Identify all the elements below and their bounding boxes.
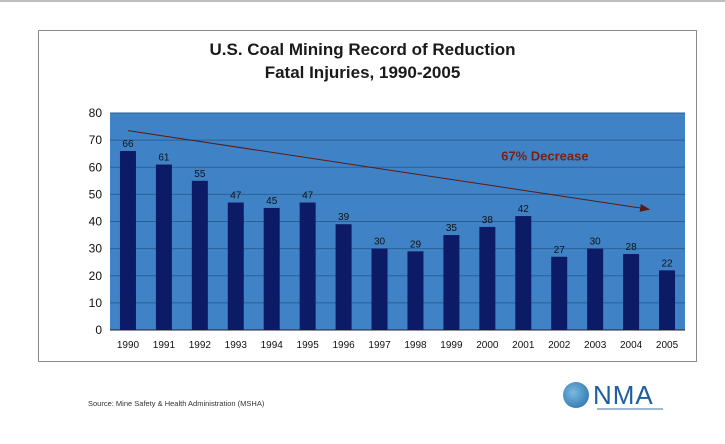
bar-value-label: 28 [626,242,638,253]
bar [119,150,136,330]
bar [587,248,604,330]
x-tick-label: 1999 [440,340,463,351]
x-tick-label: 1993 [225,340,248,351]
y-tick-label: 50 [89,187,103,201]
bar-value-label: 47 [230,191,242,202]
bar [335,224,352,330]
chart-subtitle: Fatal Injuries, 1990-2005 [264,63,461,82]
bar-value-label: 55 [194,169,206,180]
bar [191,180,208,330]
bar-value-label: 42 [518,204,530,215]
bar [623,254,640,330]
bar-value-label: 66 [122,139,134,150]
y-tick-label: 40 [89,215,103,229]
bar [407,251,424,330]
nma-logo: NMA [563,378,673,412]
x-tick-label: 1991 [153,340,176,351]
x-tick-label: 2002 [548,340,571,351]
bar [263,207,280,330]
x-tick-label: 1998 [404,340,427,351]
trend-arrow [127,130,651,212]
source-note: Source: Mine Safety & Health Administrat… [88,399,265,408]
bar [155,164,172,330]
x-tick-label: 1990 [117,340,140,351]
y-tick-label: 70 [89,133,103,147]
bar-value-label: 38 [482,215,494,226]
bar-value-label: 61 [158,153,170,164]
bar [443,235,460,330]
bar-value-label: 30 [590,237,602,248]
bar-value-label: 27 [554,245,566,256]
logo-tagline [597,408,663,410]
top-rule [0,0,725,2]
y-tick-label: 10 [89,296,103,310]
bar [479,226,496,330]
y-tick-label: 60 [89,160,103,174]
x-tick-label: 1992 [189,340,212,351]
bar [551,256,568,330]
annotation-label: 67% Decrease [501,148,588,163]
x-tick-label: 2005 [656,340,679,351]
x-tick-label: 1994 [261,340,284,351]
x-tick-label: 2003 [584,340,607,351]
bar [299,202,316,330]
logo-text: NMA [593,380,654,410]
bar [515,216,532,330]
bar-value-label: 47 [302,191,314,202]
x-tick-label: 2001 [512,340,535,351]
x-tick-label: 1995 [297,340,320,351]
bar-value-label: 45 [266,196,278,207]
x-tick-label: 1996 [332,340,355,351]
bar [227,202,244,330]
bar [371,248,388,330]
y-tick-label: 30 [89,242,103,256]
chart-title: U.S. Coal Mining Record of Reduction [209,40,516,59]
x-tick-label: 1997 [368,340,391,351]
nma-globe-icon [563,382,589,408]
y-tick-label: 20 [89,269,103,283]
bar-value-label: 35 [446,223,458,234]
x-tick-label: 2000 [476,340,499,351]
x-tick-label: 2004 [620,340,643,351]
y-tick-label: 0 [95,323,102,337]
bar-value-label: 29 [410,239,422,250]
bar-value-label: 22 [661,258,673,269]
bar [659,270,676,330]
bar-value-label: 30 [374,237,386,248]
bar-value-label: 39 [338,212,350,223]
y-tick-label: 80 [89,106,103,120]
